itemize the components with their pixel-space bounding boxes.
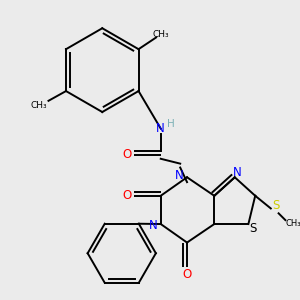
Text: N: N	[175, 169, 184, 182]
Text: O: O	[182, 268, 192, 281]
Text: O: O	[122, 189, 131, 202]
Text: N: N	[148, 220, 157, 232]
Text: S: S	[250, 222, 257, 236]
Text: N: N	[156, 122, 165, 135]
Text: CH₃: CH₃	[286, 219, 300, 228]
Text: S: S	[272, 199, 279, 212]
Text: CH₃: CH₃	[153, 30, 169, 39]
Text: O: O	[122, 148, 131, 161]
Text: CH₃: CH₃	[30, 101, 47, 110]
Text: H: H	[167, 119, 174, 129]
Text: N: N	[233, 166, 242, 179]
